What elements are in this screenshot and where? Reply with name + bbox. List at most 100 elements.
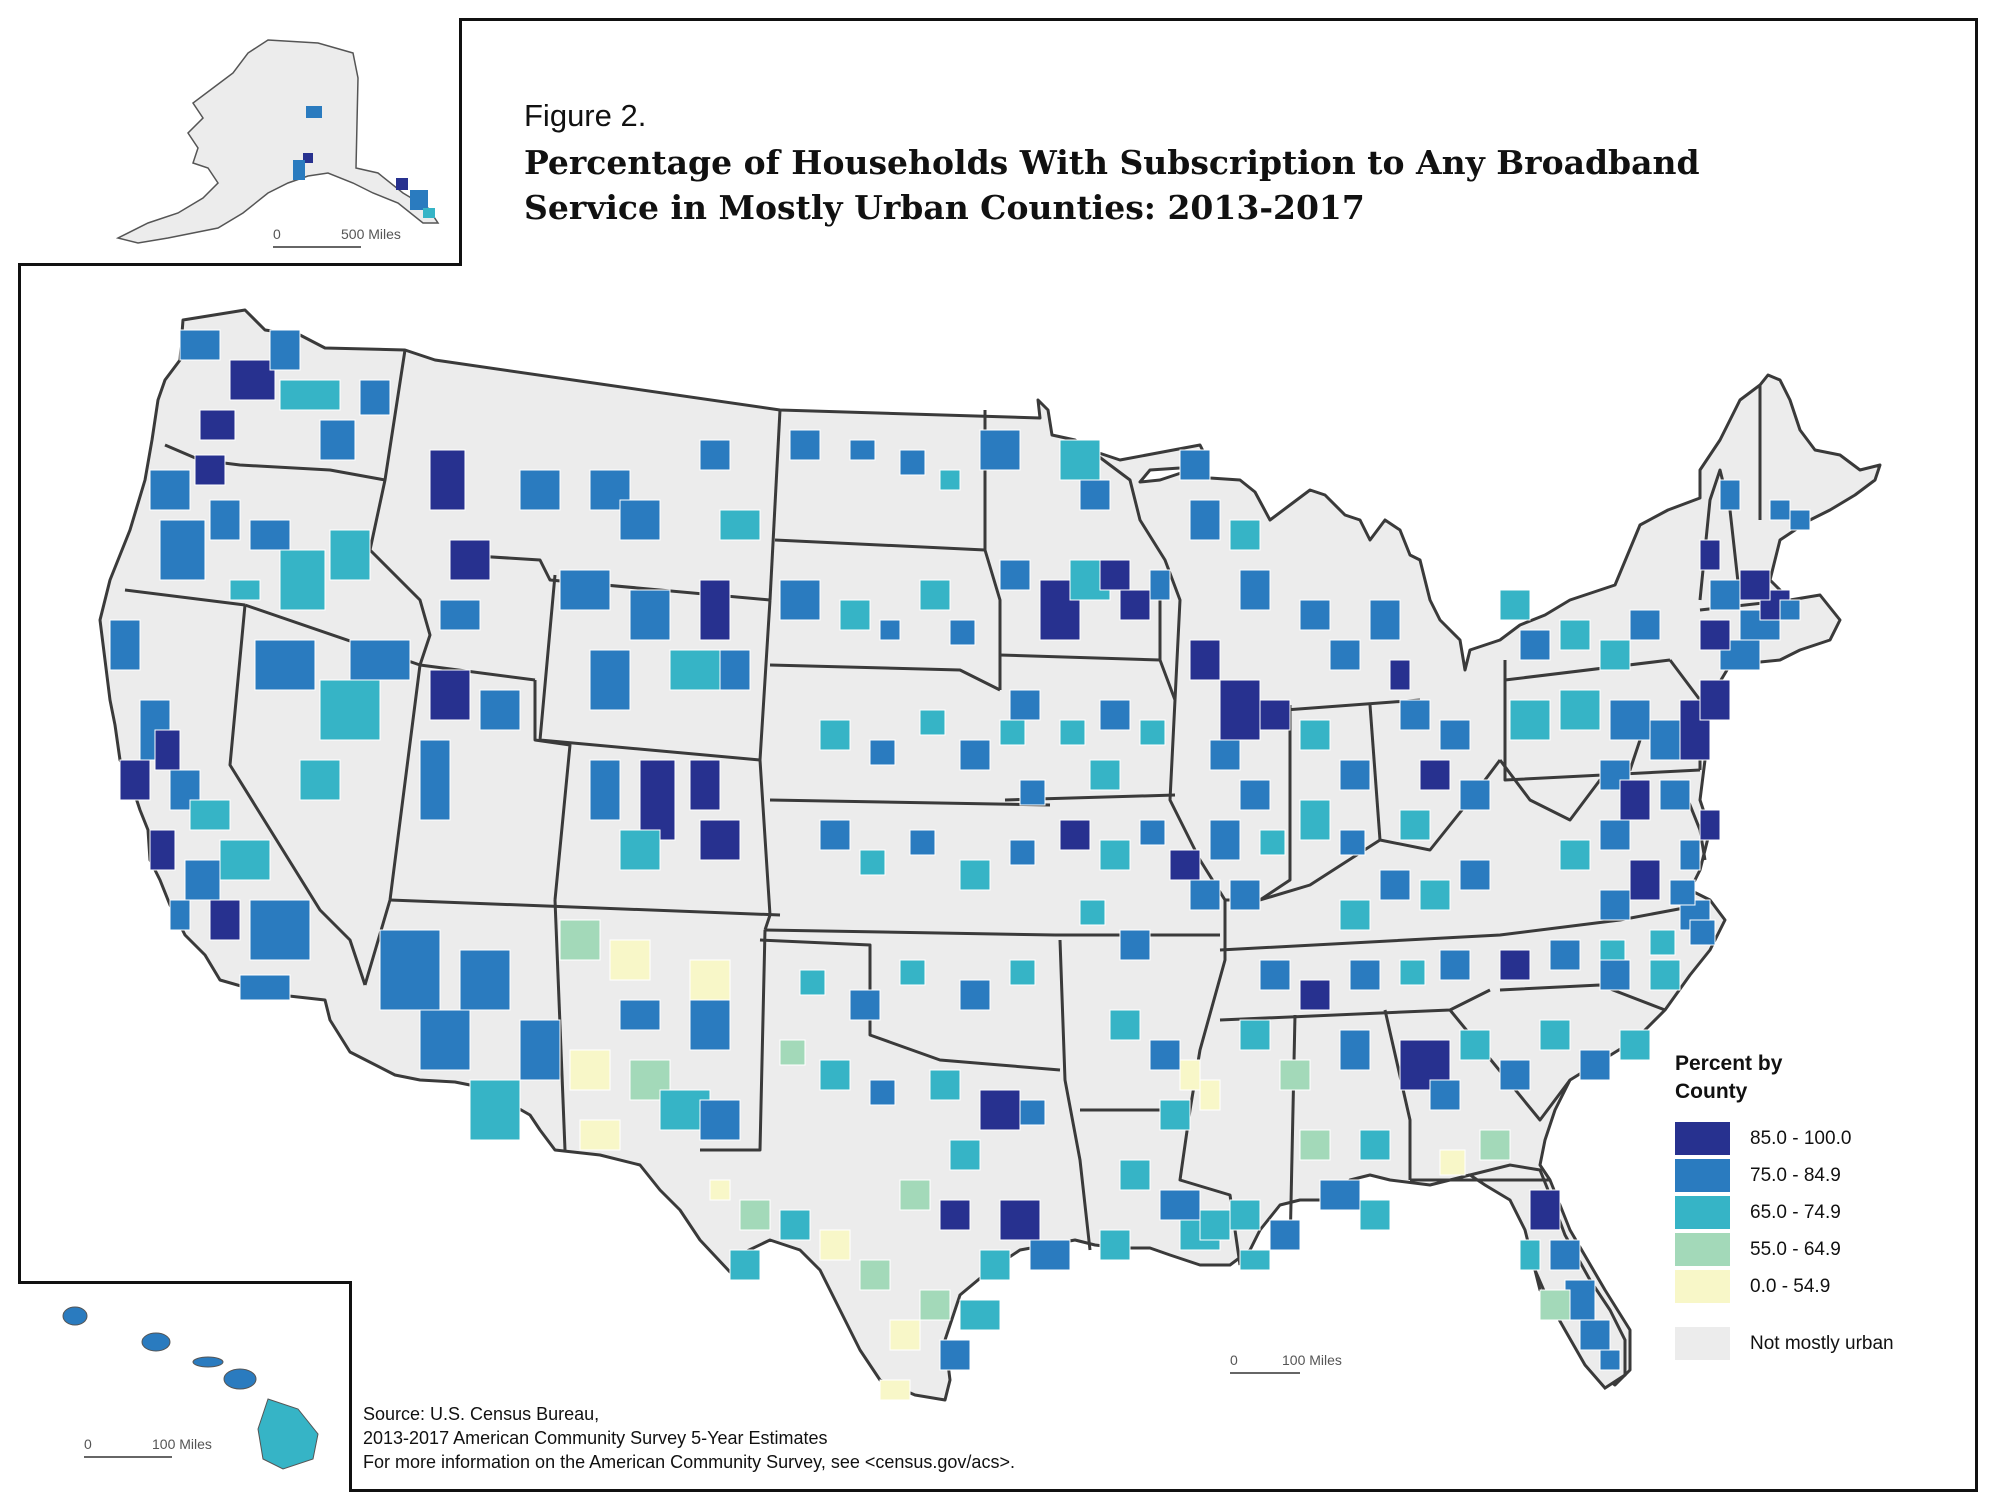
county-fill (1019, 1099, 1046, 1126)
county-fill (979, 1089, 1021, 1131)
county-fill (459, 949, 511, 1011)
county-fill (1439, 719, 1471, 751)
county-fill (1399, 699, 1431, 731)
county-fill (879, 1379, 911, 1401)
county-fill (1689, 919, 1716, 946)
nv-ut-border (244, 603, 422, 986)
county-fill (149, 469, 191, 511)
county-fill (1699, 679, 1731, 721)
county-fill (1439, 949, 1471, 981)
county-fill (869, 739, 896, 766)
county-fill (1679, 839, 1701, 871)
county-fill (1619, 1029, 1651, 1061)
wa-or-border (164, 443, 386, 482)
county-fill (589, 649, 631, 711)
county-fill (279, 549, 326, 611)
county-fill (569, 1049, 611, 1091)
county-fill (1429, 1079, 1461, 1111)
wy-border (538, 574, 772, 762)
county-fill (1399, 809, 1431, 841)
county-fill (1599, 889, 1631, 921)
county-fill (589, 759, 621, 821)
county-fill (1259, 829, 1286, 856)
county-fill (279, 379, 341, 411)
county-fill (1539, 1019, 1571, 1051)
in-oh-border (1368, 704, 1382, 841)
county-fill (209, 899, 241, 941)
county-fill (1089, 759, 1121, 791)
or-ca-border (124, 588, 246, 607)
county-fill (1499, 589, 1531, 621)
ky-tn-border (1219, 903, 1701, 952)
county-fill (1479, 1129, 1511, 1161)
contiguous-us (98, 308, 1882, 1402)
legend-row-75-85: 75.0 - 84.9 (1675, 1157, 1975, 1194)
county-fill (1219, 679, 1261, 741)
county-fill (1349, 959, 1381, 991)
county-fill (719, 649, 751, 691)
legend-swatch-not-urban (1675, 1327, 1730, 1360)
county-fill (819, 1059, 851, 1091)
county-fill (1229, 879, 1261, 911)
legend-swatch-75-85 (1675, 1159, 1730, 1192)
mn-ia-border (999, 653, 1161, 662)
county-fill (1159, 1189, 1201, 1221)
county-fill (449, 539, 491, 581)
county-fill (1059, 819, 1091, 851)
county-fill (999, 1199, 1041, 1241)
alaska-county-matsu (293, 160, 305, 180)
county-fill (1399, 959, 1426, 986)
legend-swatch-65-75 (1675, 1196, 1730, 1229)
county-fill (1599, 959, 1631, 991)
county-fill (1099, 559, 1131, 591)
county-fill (1209, 819, 1241, 861)
county-fill (1239, 779, 1271, 811)
county-fill (799, 969, 826, 996)
county-fill (889, 1319, 921, 1351)
county-fill (1769, 499, 1791, 521)
county-fill (1269, 1219, 1301, 1251)
main-scale-bar (1230, 1372, 1300, 1374)
county-fill (729, 1249, 761, 1281)
legend-row-not-urban: Not mostly urban (1675, 1325, 1975, 1362)
county-fill (1559, 839, 1591, 871)
county-fill (1239, 1249, 1271, 1271)
county-fill (1339, 899, 1371, 931)
ne-ks-border (769, 798, 1051, 807)
legend: Percent by County 85.0 - 100.0 75.0 - 84… (1675, 1050, 1975, 1362)
county-fill (349, 639, 411, 681)
il-in-border (1259, 705, 1292, 902)
county-fill (1579, 1049, 1611, 1081)
county-fill (1659, 779, 1691, 811)
legend-title: Percent by County (1675, 1052, 1783, 1103)
ca-nv-border (228, 604, 367, 986)
county-fill (939, 469, 961, 491)
county-fill (1319, 1179, 1361, 1211)
county-fill (1279, 1059, 1311, 1091)
county-fill (159, 519, 206, 581)
county-fill (1119, 589, 1151, 621)
county-fill (899, 449, 926, 476)
county-fill (1669, 879, 1696, 906)
county-fill (184, 859, 221, 901)
county-fill (1609, 699, 1651, 741)
maui (223, 1368, 257, 1390)
title-block: Figure 2. Percentage of Households With … (524, 98, 1724, 230)
county-fill (1359, 1199, 1391, 1231)
legend-label-75-85: 75.0 - 84.9 (1750, 1164, 1841, 1186)
county-fill (1719, 479, 1741, 511)
county-fill (149, 829, 176, 871)
county-fill (739, 1199, 771, 1231)
county-fill (1359, 1129, 1391, 1161)
county-fill (429, 669, 471, 721)
county-fill (1649, 719, 1681, 761)
new-england-border (1698, 468, 1742, 601)
county-fill (859, 1259, 891, 1291)
alaska-scale: 0 500 Miles (273, 226, 401, 248)
county-fill (819, 719, 851, 751)
county-fill (199, 409, 236, 441)
county-fill (719, 509, 761, 541)
figure-label: Figure 2. (524, 98, 647, 133)
county-fill (189, 799, 231, 831)
county-fill (689, 959, 731, 1001)
